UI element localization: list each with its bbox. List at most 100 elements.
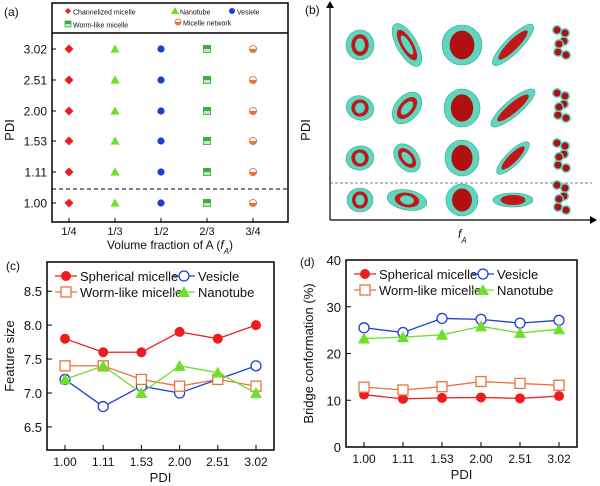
data-point xyxy=(211,366,224,378)
y-tick-label: 20 xyxy=(327,347,341,362)
legend-marker xyxy=(477,268,489,280)
y-tick-label: 1.00 xyxy=(24,197,48,211)
data-point xyxy=(398,393,408,404)
network-core xyxy=(562,51,570,59)
series-line xyxy=(363,317,560,334)
y-tick-label: 3.02 xyxy=(24,43,48,57)
data-point xyxy=(98,347,109,358)
inner-shell xyxy=(400,101,414,115)
data-point xyxy=(97,400,109,413)
core-blob xyxy=(497,94,529,122)
data-point xyxy=(59,373,71,385)
data-point xyxy=(136,347,147,358)
y-tick-label: 8.5 xyxy=(24,284,42,299)
phase-point-bottom xyxy=(249,80,257,84)
data-point xyxy=(475,320,487,332)
legend-marker xyxy=(359,284,371,296)
data-point xyxy=(250,386,262,398)
panel-label: (c) xyxy=(6,259,20,273)
legend-label: Micelle network xyxy=(183,21,232,28)
x-axis-label-part: f xyxy=(220,238,225,252)
phase-point-top xyxy=(203,107,211,111)
y-tick-label: 7.0 xyxy=(24,386,42,401)
legend-marker xyxy=(65,8,71,14)
legend-marker xyxy=(60,286,72,298)
x-tick-label: 1.00 xyxy=(352,452,376,466)
morphology-snapshot xyxy=(346,187,374,213)
data-point xyxy=(397,331,409,343)
phase-point-bottom xyxy=(249,141,257,145)
x-tick-label: 1/2 xyxy=(153,226,168,238)
data-point xyxy=(60,333,70,344)
data-point xyxy=(173,359,186,371)
morphology-snapshot xyxy=(345,145,375,171)
x-arrow-icon xyxy=(590,216,597,224)
x-tick-label: 2.51 xyxy=(206,455,230,469)
data-point xyxy=(135,386,148,398)
legend-marker xyxy=(178,286,190,297)
morphology-snapshot xyxy=(391,23,423,67)
data-point xyxy=(514,377,526,390)
y-tick-label: 0 xyxy=(334,440,341,455)
x-tick-label: 3/4 xyxy=(245,226,260,238)
inner-shell xyxy=(400,195,414,205)
morphology-snapshot xyxy=(386,189,428,211)
x-axis-label: Volume fraction of A (fA) xyxy=(107,238,233,256)
x-tick-label: 2.00 xyxy=(168,455,192,469)
panel-b: (b) PDI fA xyxy=(298,1,597,245)
y-axis-label: PDI xyxy=(2,119,17,141)
network-core xyxy=(553,139,561,147)
data-point xyxy=(436,381,448,393)
phase-point xyxy=(110,106,120,115)
morphology-snapshot xyxy=(345,95,375,121)
data-point xyxy=(174,326,185,337)
legend-label: Vesiele xyxy=(237,10,260,17)
x-tick-label: 2.00 xyxy=(469,452,493,466)
data-point xyxy=(59,360,71,372)
morphology-snapshot xyxy=(552,138,571,173)
series-line xyxy=(64,324,257,353)
y-tick-label: 1.11 xyxy=(25,166,48,180)
morphology-snapshot xyxy=(443,88,481,128)
core-blob xyxy=(451,145,473,171)
data-point xyxy=(515,393,525,404)
x-tick-label: 1/4 xyxy=(61,226,76,238)
data-point xyxy=(251,320,261,331)
morphology-snapshot xyxy=(441,24,483,66)
phase-point xyxy=(64,198,74,208)
chart-d: (d) 0 10 20 30 40 1.00 1.11 1.53 2.00 2.51 3.02 PDI B… xyxy=(300,253,578,482)
core-blob xyxy=(500,194,526,206)
morphology-snapshot xyxy=(492,24,534,66)
morphology-snapshot xyxy=(391,91,423,125)
data-point xyxy=(173,380,186,392)
phase-point xyxy=(64,106,74,116)
data-point xyxy=(553,379,565,391)
core-blob xyxy=(450,94,474,122)
x-tick-label: 3.02 xyxy=(547,452,571,466)
y-tick-label: 7.5 xyxy=(24,352,42,367)
legend-label: Worm-like micelle xyxy=(80,285,182,300)
network-core xyxy=(553,26,561,34)
x-tick-label: 1.53 xyxy=(430,452,454,466)
phase-point xyxy=(110,136,120,145)
morphology-snapshot xyxy=(492,192,534,208)
data-point xyxy=(436,328,448,340)
data-point xyxy=(553,323,565,335)
legend-marker-top xyxy=(65,21,71,24)
phase-point xyxy=(64,44,74,54)
y-tick-label: 1.53 xyxy=(24,135,48,149)
core-blob xyxy=(498,30,528,60)
series-line xyxy=(64,365,257,394)
series-line xyxy=(363,393,560,400)
morphology-snapshot xyxy=(552,25,571,60)
network-core xyxy=(555,153,563,161)
phase-point xyxy=(157,76,165,84)
panel-a: (a) Channelized micelle Nanotube Vesiele Wor… xyxy=(2,2,289,256)
panel-a-frame xyxy=(51,2,289,223)
y-tick-label: 2.51 xyxy=(24,74,48,88)
inner-shell xyxy=(355,152,365,164)
phase-point xyxy=(157,107,165,115)
morphology-snapshot xyxy=(496,141,530,175)
phase-point-top xyxy=(203,199,211,203)
